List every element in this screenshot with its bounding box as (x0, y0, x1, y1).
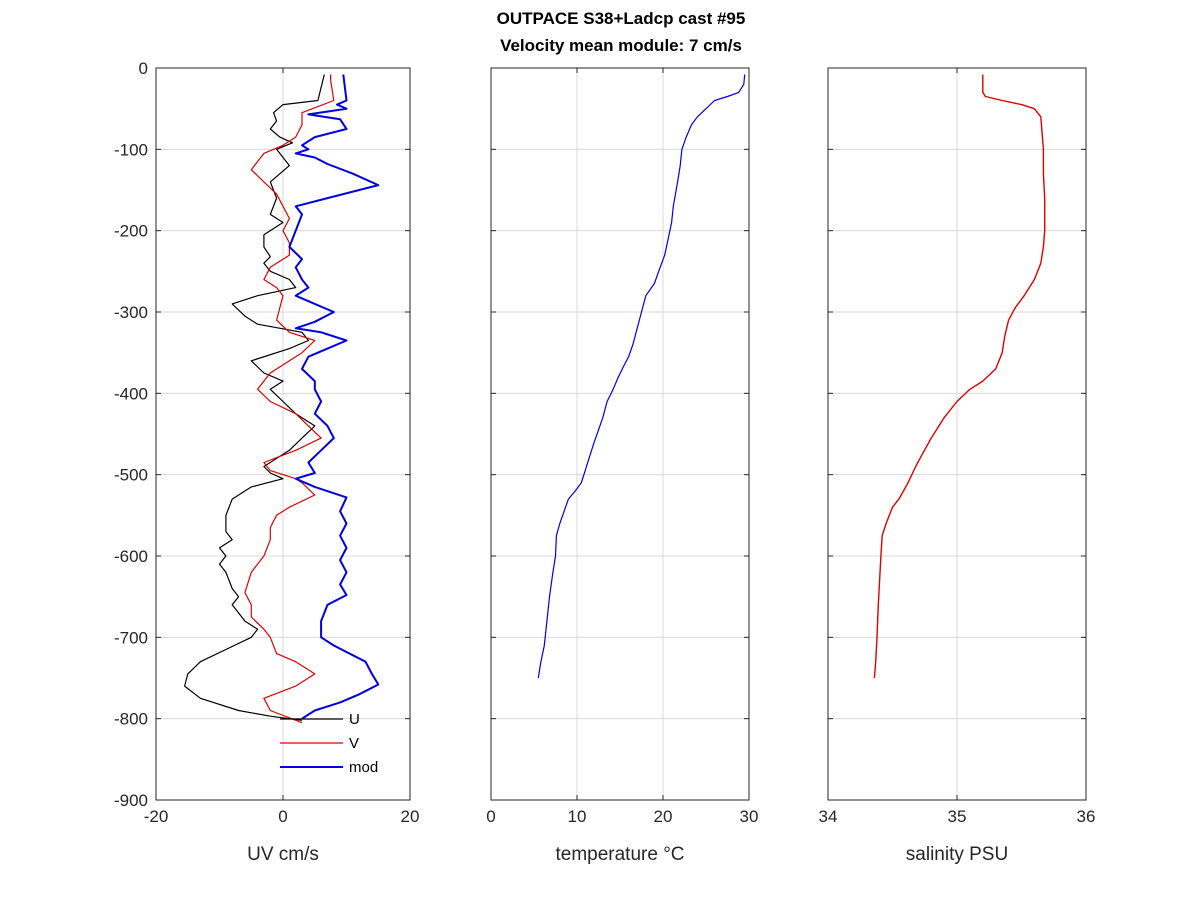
legend-label-v: V (349, 735, 359, 752)
series-line-u (184, 74, 325, 721)
y-tick-label: -400 (114, 384, 148, 403)
x-tick-label: 35 (948, 807, 967, 826)
legend-label-u: U (349, 711, 360, 728)
y-tick-label: -700 (114, 628, 148, 647)
series-line-temperature (537, 74, 746, 679)
x-tick-label: 0 (486, 807, 495, 826)
uv-velocity-panel: -20 0 200-100-200-300-400-500-600-700-800-… (114, 59, 419, 865)
x-tick-label: 30 (740, 807, 759, 826)
series-line-mod (288, 74, 380, 720)
x-tick-label: 20 (654, 807, 673, 826)
temperature-panel: 0 10 20 30 temperature °C (486, 67, 759, 865)
x-tick-label: 34 (819, 807, 838, 826)
x-axis-label: salinity PSU (906, 844, 1008, 865)
x-tick-label: 10 (568, 807, 587, 826)
x-tick-label: -20 (144, 807, 169, 826)
y-tick-label: -500 (114, 466, 148, 485)
y-tick-label: -600 (114, 547, 148, 566)
series-line-salinity (873, 74, 1046, 679)
y-tick-label: -100 (114, 140, 148, 159)
figure-title-line2: Velocity mean module: 7 cm/s (500, 36, 742, 55)
x-tick-label: 0 (278, 807, 287, 826)
salinity-panel: 34 35 36 salinity PSU (819, 67, 1096, 865)
x-tick-label: 20 (401, 807, 420, 826)
x-axis-label: temperature °C (555, 844, 684, 865)
axes-box (490, 67, 750, 801)
y-tick-label: 0 (139, 59, 148, 78)
legend-label-mod: mod (349, 759, 378, 776)
x-tick-label: 36 (1077, 807, 1096, 826)
y-tick-label: -300 (114, 303, 148, 322)
x-axis-label: UV cm/s (247, 844, 319, 865)
y-tick-label: -200 (114, 222, 148, 241)
y-tick-label: -800 (114, 710, 148, 729)
series-line-v (244, 74, 335, 724)
y-tick-label: -900 (114, 791, 148, 810)
figure-title-line1: OUTPACE S38+Ladcp cast #95 (497, 9, 746, 28)
